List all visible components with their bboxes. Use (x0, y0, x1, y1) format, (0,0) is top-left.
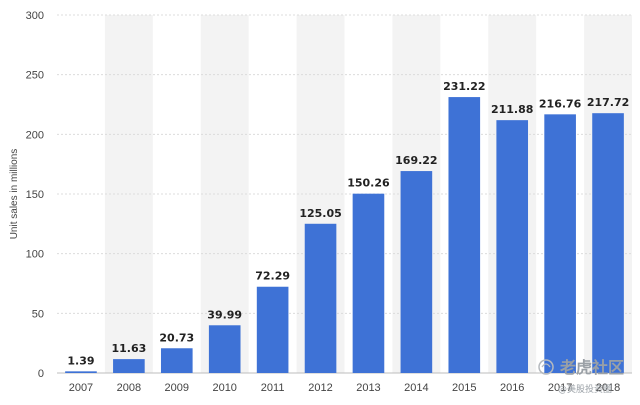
x-tick-label: 2012 (308, 382, 332, 394)
gridlines (57, 14, 632, 374)
watermark: 老虎社区 @美股投资圈 (538, 358, 624, 395)
y-tick-label: 50 (32, 308, 44, 320)
data-label-2016: 211.88 (491, 103, 533, 116)
data-label-2011: 72.29 (255, 270, 290, 283)
bar-2013[interactable] (352, 193, 385, 373)
bar-2011[interactable] (256, 286, 289, 373)
x-tick-label: 2018 (596, 382, 620, 394)
bar-2018[interactable] (592, 113, 624, 373)
bar-2009[interactable] (160, 348, 193, 373)
bars (65, 97, 624, 374)
data-label-2014: 169.22 (395, 154, 437, 167)
x-tick-label: 2011 (261, 382, 285, 394)
bar-2016[interactable] (496, 120, 529, 374)
x-tick-label: 2013 (356, 382, 380, 394)
x-tick-label: 2015 (452, 382, 476, 394)
x-tick-label: 2009 (165, 382, 189, 394)
data-label-2018: 217.72 (587, 96, 629, 109)
x-tick-label: 2017 (548, 382, 572, 394)
bar-2015[interactable] (448, 97, 481, 374)
data-label-2008: 11.63 (111, 342, 146, 355)
band-2010 (200, 15, 249, 373)
data-label-2015: 231.22 (443, 80, 485, 93)
y-axis-label: Unit sales in millions (9, 149, 20, 240)
bar-2012[interactable] (304, 223, 337, 373)
data-label-2007: 1.39 (67, 354, 94, 367)
data-labels: 1.39 11.63 20.73 39.99 72.29 125.05 150.26 169.… (67, 80, 629, 367)
x-tick-label: 2008 (117, 382, 141, 394)
y-tick-label: 100 (26, 249, 44, 261)
y-tick-label: 150 (26, 189, 44, 201)
watermark-subtext: @美股投资圈 (558, 383, 612, 395)
y-tick-label: 0 (38, 368, 44, 380)
watermark-text: 老虎社区 (559, 358, 624, 377)
x-tick-label: 2016 (500, 382, 524, 394)
data-label-2010: 39.99 (207, 308, 242, 321)
y-tick-label: 300 (26, 10, 44, 22)
y-tick-label: 250 (26, 70, 44, 82)
band-2008 (104, 15, 153, 373)
y-tick-label: 200 (26, 129, 44, 141)
bar-2017[interactable] (544, 114, 576, 373)
bar-2010[interactable] (208, 325, 241, 373)
bar-2007[interactable] (65, 371, 97, 373)
y-axis-ticks: 0 50 100 150 200 250 300 (26, 10, 44, 380)
bar-2008[interactable] (113, 359, 145, 373)
data-label-2017: 216.76 (539, 97, 582, 110)
data-label-2009: 20.73 (159, 331, 194, 344)
data-label-2012: 125.05 (299, 207, 341, 220)
x-tick-label: 2007 (69, 382, 93, 394)
x-tick-label: 2014 (404, 382, 428, 394)
bar-2014[interactable] (400, 171, 433, 373)
data-label-2013: 150.26 (347, 177, 390, 190)
x-axis-ticks: 2007 2008 2009 2010 2011 2012 2013 2014 2015 2016… (69, 382, 621, 394)
watermark-logo-icon (538, 359, 554, 375)
x-tick-label: 2010 (212, 382, 236, 394)
